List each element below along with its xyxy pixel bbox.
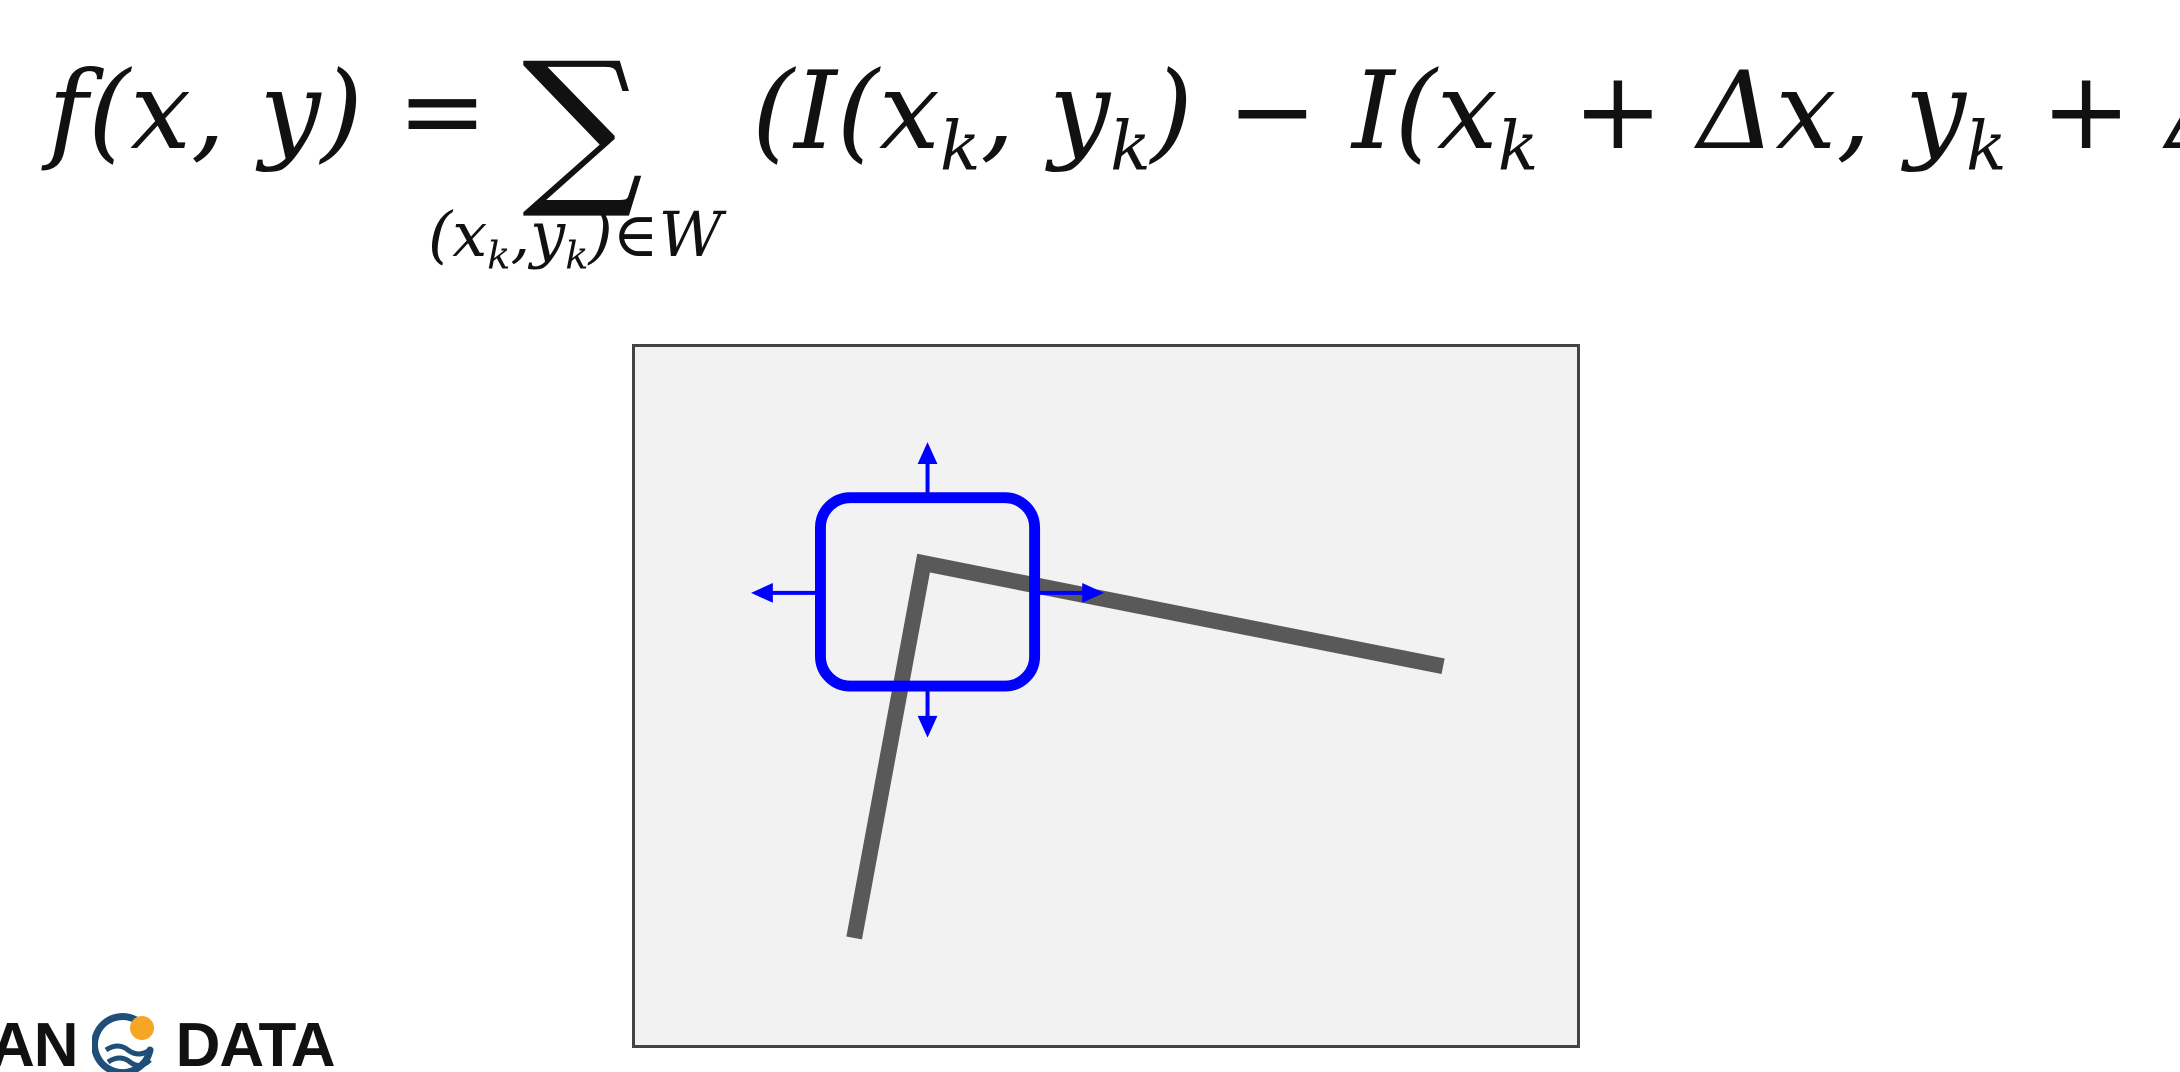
rounded-square-window — [815, 492, 1041, 692]
rhs-sub-1: k — [939, 107, 981, 186]
rhs-part-4: + Δx, y — [1538, 49, 1966, 174]
rhs-sub-3: k — [1497, 107, 1539, 186]
index-open: (x — [428, 198, 488, 271]
corner-edge — [846, 553, 1445, 940]
arrow-up-icon — [917, 442, 938, 498]
image-patch — [632, 344, 1580, 1048]
logo-text-right: DATA — [175, 1011, 335, 1072]
rhs-part-1: (I(x — [752, 49, 940, 174]
index-close: )∈W — [588, 198, 723, 271]
arrow-left-icon — [751, 582, 821, 603]
rhs-part-5: + Δy)) — [2040, 49, 2180, 174]
formula-rhs: (I(xk, yk) − I(xk + Δx, yk + Δy))2 — [752, 58, 2180, 180]
arrow-right-icon — [1034, 582, 1105, 603]
arrow-down-icon — [917, 686, 938, 738]
corner-diagram — [751, 442, 1445, 940]
shift-arrows — [751, 442, 1105, 738]
index-sub-1: k — [487, 233, 511, 279]
summation-symbol: ∑ — [522, 26, 644, 224]
rhs-part-3: ) − I(x — [1150, 49, 1498, 174]
index-comma: ,y — [510, 198, 566, 271]
logo-mark-icon — [90, 1010, 162, 1072]
rhs-sub-4: k — [1966, 107, 2007, 186]
index-sub-2: k — [565, 233, 589, 279]
formula-lhs: f(x, y) = — [48, 49, 488, 174]
logo-text-left: AN — [0, 1011, 79, 1072]
rhs-part-2: , y — [980, 49, 1111, 174]
rhs-sub-2: k — [1110, 107, 1151, 186]
formula: f(x, y) = ∑ (xk,yk)∈W (I(xk, yk) − I(xk … — [0, 0, 2180, 300]
brand-logo: AN DATA — [0, 1010, 335, 1072]
summation-index: (xk,yk)∈W — [428, 204, 722, 276]
